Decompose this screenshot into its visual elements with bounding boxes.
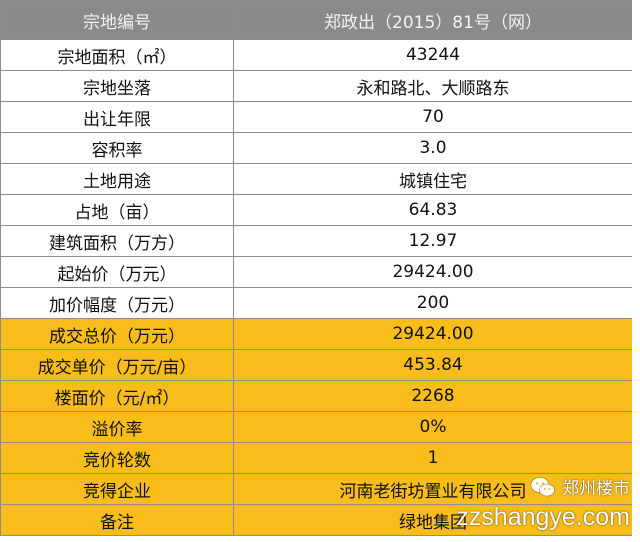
row-label: 土地用途 [0,163,234,195]
table-row-land-use: 土地用途 城镇住宅 [0,163,633,195]
row-label: 容积率 [0,132,234,164]
row-value: 64.83 [233,194,633,226]
row-label: 起始价（万元） [0,256,234,288]
table-row-term-years: 出让年限 70 [0,101,633,133]
row-value: 453.84 [233,349,633,381]
table-row-starting-price: 起始价（万元） 29424.00 [0,256,633,288]
table-row-bid-rounds: 竞价轮数 1 [0,442,633,474]
row-value: 43244 [233,39,633,71]
table-row-remarks: 备注 绿地集团 [0,504,633,536]
table-row-area-mu: 占地（亩） 64.83 [0,194,633,226]
table-row-location: 宗地坐落 永和路北、大顺路东 [0,70,633,102]
row-label: 竞价轮数 [0,442,234,474]
row-value: 绿地集团 [233,504,633,536]
row-value: 200 [233,287,633,319]
row-value: 河南老街坊置业有限公司 [233,473,633,505]
row-label: 宗地面积（㎡） [0,39,234,71]
row-value: 29424.00 [233,318,633,350]
row-value: 永和路北、大顺路东 [233,70,633,102]
land-info-table: 宗地编号 郑政出（2015）81号（网） 宗地面积（㎡） 43244 宗地坐落 … [0,0,633,536]
table-row-plot-ratio: 容积率 3.0 [0,132,633,164]
right-margin [632,0,640,542]
table-header-row: 宗地编号 郑政出（2015）81号（网） [0,0,633,40]
row-label: 溢价率 [0,411,234,443]
row-value: 12.97 [233,225,633,257]
row-label: 建筑面积（万方） [0,225,234,257]
row-value: 城镇住宅 [233,163,633,195]
table-row-bid-increment: 加价幅度（万元） 200 [0,287,633,319]
row-value: 70 [233,101,633,133]
table-body: 宗地编号 郑政出（2015）81号（网） 宗地面积（㎡） 43244 宗地坐落 … [0,0,633,536]
row-value: 29424.00 [233,256,633,288]
row-label: 楼面价（元/㎡） [0,380,234,412]
table-row-winning-company: 竞得企业 河南老街坊置业有限公司 [0,473,633,505]
row-value: 2268 [233,380,633,412]
table-row-floor-price: 楼面价（元/㎡） 2268 [0,380,633,412]
header-label-cell: 宗地编号 [0,0,234,40]
row-value: 0% [233,411,633,443]
row-label: 备注 [0,504,234,536]
row-label: 加价幅度（万元） [0,287,234,319]
table-row-parcel-area: 宗地面积（㎡） 43244 [0,39,633,71]
row-label: 竞得企业 [0,473,234,505]
row-label: 成交单价（万元/亩） [0,349,234,381]
table-row-floor-area: 建筑面积（万方） 12.97 [0,225,633,257]
row-value: 1 [233,442,633,474]
table-row-total-price: 成交总价（万元） 29424.00 [0,318,633,350]
header-value-cell: 郑政出（2015）81号（网） [233,0,633,40]
row-label: 成交总价（万元） [0,318,234,350]
row-label: 占地（亩） [0,194,234,226]
table-row-premium-rate: 溢价率 0% [0,411,633,443]
row-label: 出让年限 [0,101,234,133]
table-row-unit-price: 成交单价（万元/亩） 453.84 [0,349,633,381]
row-label: 宗地坐落 [0,70,234,102]
row-value: 3.0 [233,132,633,164]
